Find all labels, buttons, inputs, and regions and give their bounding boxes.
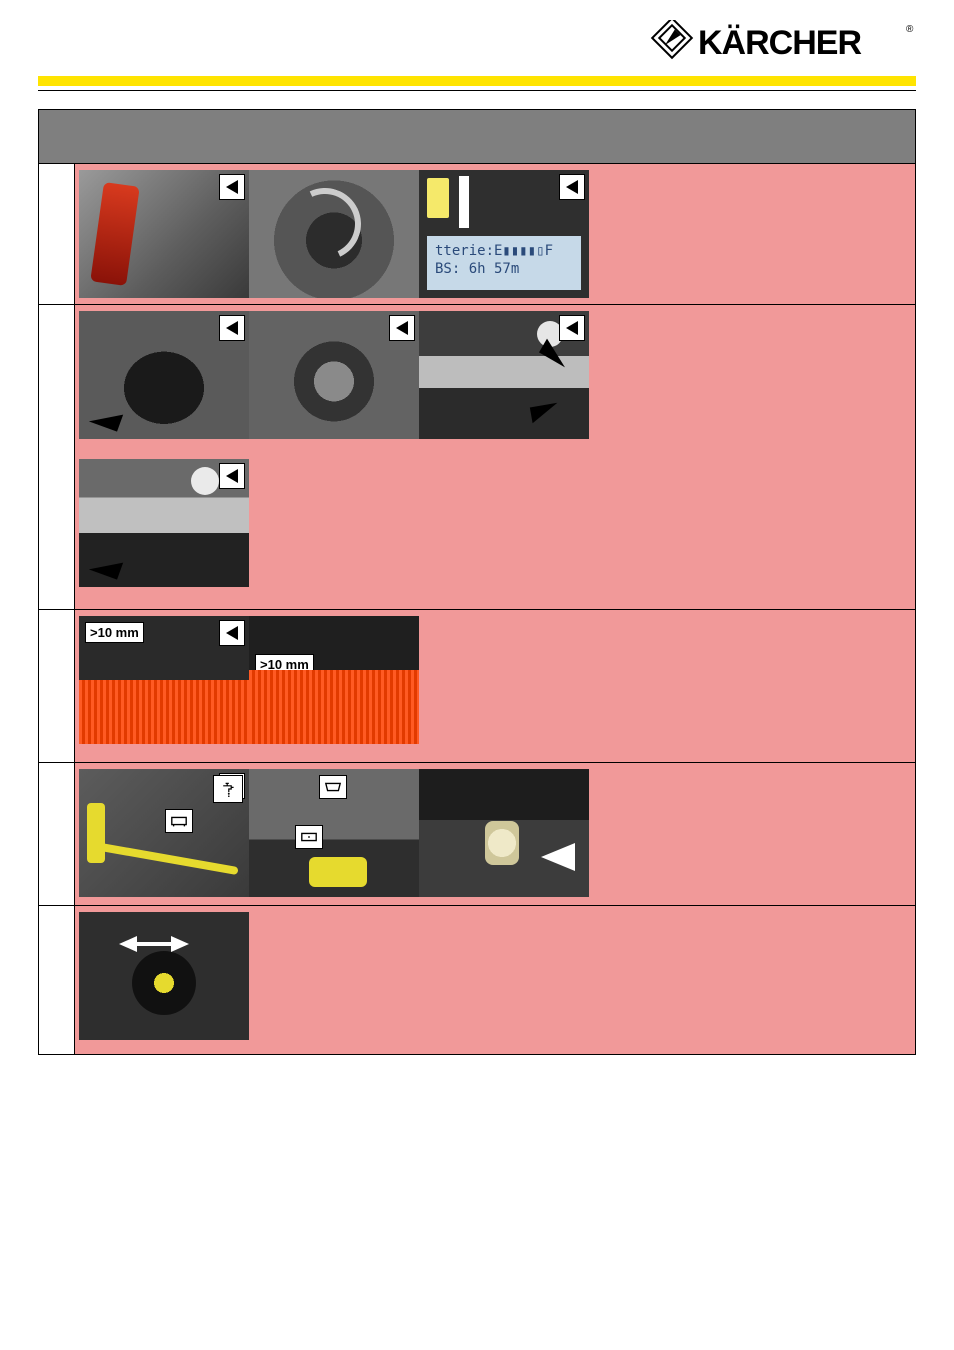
thumb-key-switch <box>249 170 419 298</box>
divider-line <box>38 90 916 91</box>
tray-icon <box>165 809 193 833</box>
arrow-icon <box>89 552 123 579</box>
check-icon <box>219 315 245 341</box>
row-index-cell <box>39 763 75 905</box>
tap-icon <box>213 775 243 803</box>
row-images: >10 mm >10 mm <box>75 610 915 762</box>
brand-yellow-bar <box>38 76 916 86</box>
arrow-icon <box>541 843 575 871</box>
check-icon <box>389 315 415 341</box>
row-battery: tterie:E▮▮▮▮▯F BS: 6h 57m <box>39 164 915 305</box>
arrow-right-icon <box>171 936 189 952</box>
arrow-icon <box>89 404 123 431</box>
arrow-icon <box>539 339 573 368</box>
lcd-line-1: tterie:E▮▮▮▮▯F <box>435 242 573 260</box>
arrow-bar <box>137 942 171 946</box>
thumb-roller-brush: >10 mm <box>249 616 419 744</box>
row-images: tterie:E▮▮▮▮▯F BS: 6h 57m <box>75 164 915 304</box>
thumb-disc-brush: >10 mm <box>79 616 249 744</box>
check-icon <box>559 315 585 341</box>
row-water <box>39 763 915 906</box>
thumb-battery-plug <box>79 170 249 298</box>
row-brush: >10 mm >10 mm <box>39 610 915 763</box>
row-info-dial <box>39 906 915 1054</box>
tray-icon <box>295 825 323 849</box>
min-length-label: >10 mm <box>255 654 314 675</box>
thumb-water-inlet <box>79 769 249 897</box>
svg-text:®: ® <box>906 24 914 35</box>
page: KÄRCHER ® <box>0 0 954 1055</box>
check-icon <box>219 463 245 489</box>
thumb-info-dial <box>79 912 249 1040</box>
row-images <box>75 763 915 905</box>
tray-top-icon <box>319 775 347 799</box>
min-length-label: >10 mm <box>85 622 144 643</box>
row-index-cell <box>39 305 75 609</box>
arrow-left-icon <box>119 936 137 952</box>
row-images <box>75 906 915 1054</box>
arrow-icon <box>530 403 560 424</box>
thumb-squeegee-blade-a <box>419 311 589 439</box>
header: KÄRCHER ® <box>38 20 916 70</box>
row-index-cell <box>39 164 75 304</box>
check-icon <box>219 174 245 200</box>
check-icon <box>559 174 585 200</box>
brand-logo: KÄRCHER ® <box>646 20 916 70</box>
row-squeegee <box>39 305 915 610</box>
row-images <box>75 305 915 609</box>
thumb-tank-opening <box>79 311 249 439</box>
thumb-filter <box>249 311 419 439</box>
thumb-squeegee-blade-b <box>79 459 249 587</box>
thumb-display: tterie:E▮▮▮▮▯F BS: 6h 57m <box>419 170 589 298</box>
lcd-line-2: BS: 6h 57m <box>435 260 573 278</box>
table-title-row <box>39 110 915 164</box>
thumb-drain <box>249 769 419 897</box>
instruction-table: tterie:E▮▮▮▮▯F BS: 6h 57m <box>38 109 916 1055</box>
row-index-cell <box>39 906 75 1054</box>
logo-text: KÄRCHER <box>698 24 861 62</box>
thumb-water-filter <box>419 769 589 897</box>
row-index-cell <box>39 610 75 762</box>
lcd-screen: tterie:E▮▮▮▮▯F BS: 6h 57m <box>427 236 581 290</box>
check-icon <box>219 620 245 646</box>
